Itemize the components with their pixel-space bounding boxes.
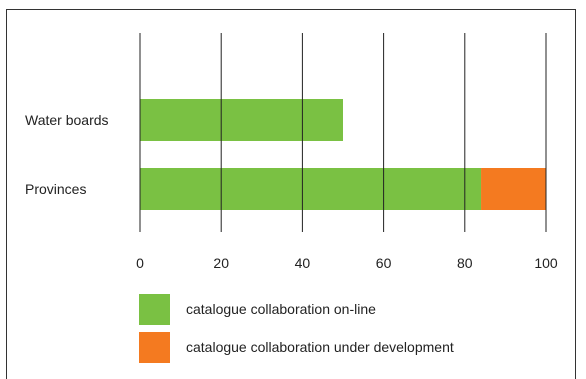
- x-tick-label: 60: [376, 255, 392, 271]
- x-tick-label: 100: [534, 255, 558, 271]
- x-tick-label: 0: [136, 255, 144, 271]
- bar-chart: Water boards Provinces 0 20 40 60 80 100: [25, 33, 558, 271]
- x-tick-label: 40: [295, 255, 311, 271]
- x-tick-label: 20: [213, 255, 229, 271]
- legend-item-online: catalogue collaboration on-line: [139, 293, 376, 325]
- legend-swatch-online: [139, 293, 170, 325]
- chart-frame: [6, 9, 576, 379]
- legend-label-online: catalogue collaboration on-line: [186, 301, 376, 317]
- category-label: Water boards: [25, 112, 109, 128]
- bar-water-boards-series-1: [140, 99, 343, 141]
- bar-provinces-series-1: [140, 168, 482, 210]
- legend-swatch-development: [139, 331, 170, 363]
- legend-label-development: catalogue collaboration under developmen…: [186, 339, 454, 355]
- bar-provinces-series-2: [481, 168, 546, 210]
- category-label: Provinces: [25, 181, 86, 197]
- legend-item-development: catalogue collaboration under developmen…: [139, 331, 454, 363]
- x-tick-label: 80: [457, 255, 473, 271]
